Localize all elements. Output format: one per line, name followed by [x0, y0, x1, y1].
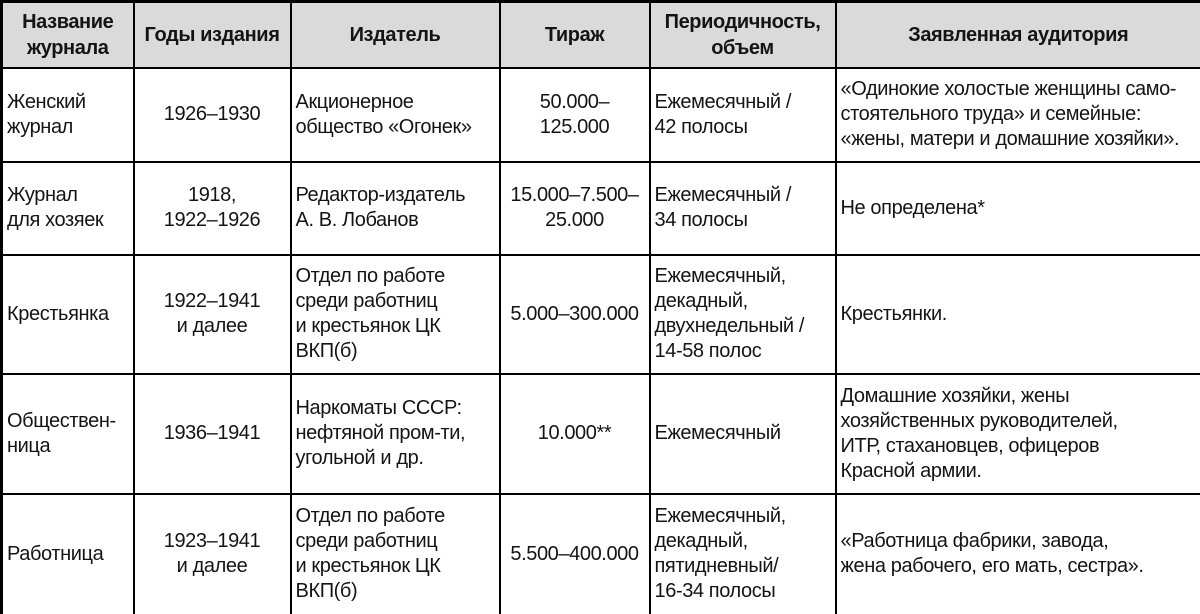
cell-publication-years: 1918, 1922–1926: [132, 160, 292, 256]
cell-periodicity: Ежемесячный / 34 полосы: [648, 160, 837, 256]
table-row: Крестьянка 1922–1941 и далее Отдел по ра…: [0, 253, 1200, 375]
cell-audience: Не определена*: [834, 160, 1200, 256]
cell-circulation: 10.000**: [498, 372, 651, 495]
cell-publisher: Редактор-издатель А. В. Лобанов: [289, 160, 501, 256]
cell-circulation: 5.500–400.000: [498, 492, 651, 614]
cell-publisher: Отдел по работе среди работниц и крестья…: [289, 492, 501, 614]
table-row: Журнал для хозяек 1918, 1922–1926 Редакт…: [0, 160, 1200, 256]
cell-circulation: 15.000–7.500– 25.000: [498, 160, 651, 256]
table-row: Женский журнал 1926–1930 Акционерное общ…: [0, 66, 1200, 163]
cell-periodicity: Ежемесячный: [648, 372, 837, 495]
cell-audience: «Одинокие холостые женщины само- стоятел…: [834, 66, 1200, 163]
table-header-row: Название журнала Годы издания Издатель Т…: [0, 0, 1200, 69]
cell-publication-years: 1926–1930: [132, 66, 292, 163]
cell-publisher: Наркоматы СССР: нефтяной пром-ти, угольн…: [289, 372, 501, 495]
cell-publication-years: 1923–1941 и далее: [132, 492, 292, 614]
cell-journal-name: Обществен- ница: [0, 372, 135, 495]
cell-periodicity: Ежемесячный / 42 полосы: [648, 66, 837, 163]
cell-audience: Крестьянки.: [834, 253, 1200, 375]
header-publisher: Издатель: [289, 0, 501, 69]
table-row: Работница 1923–1941 и далее Отдел по раб…: [0, 492, 1200, 614]
cell-publisher: Отдел по работе среди работниц и крестья…: [289, 253, 501, 375]
cell-journal-name: Работница: [0, 492, 135, 614]
cell-journal-name: Женский журнал: [0, 66, 135, 163]
table-row: Обществен- ница 1936–1941 Наркоматы СССР…: [0, 372, 1200, 495]
cell-audience: «Работница фабрики, завода, жена рабочег…: [834, 492, 1200, 614]
header-journal-name: Название журнала: [0, 0, 135, 69]
cell-periodicity: Ежемесячный, декадный, пятидневный/ 16-3…: [648, 492, 837, 614]
header-circulation: Тираж: [498, 0, 651, 69]
cell-journal-name: Крестьянка: [0, 253, 135, 375]
cell-journal-name: Журнал для хозяек: [0, 160, 135, 256]
cell-publication-years: 1922–1941 и далее: [132, 253, 292, 375]
cell-circulation: 5.000–300.000: [498, 253, 651, 375]
cell-audience: Домашние хозяйки, жены хозяйственных рук…: [834, 372, 1200, 495]
header-publication-years: Годы издания: [132, 0, 292, 69]
header-periodicity-volume: Периодичность, объем: [648, 0, 837, 69]
header-declared-audience: Заявленная аудитория: [834, 0, 1200, 69]
cell-publication-years: 1936–1941: [132, 372, 292, 495]
cell-periodicity: Ежемесячный, декадный, двухнедельный / 1…: [648, 253, 837, 375]
cell-circulation: 50.000– 125.000: [498, 66, 651, 163]
cell-publisher: Акционерное общество «Огонек»: [289, 66, 501, 163]
